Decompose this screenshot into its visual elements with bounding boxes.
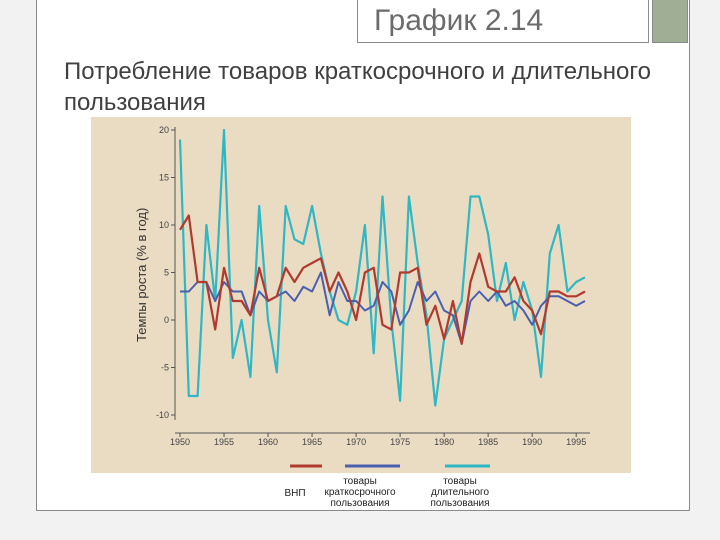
x-tick-label: 1990 <box>522 437 542 447</box>
x-tick-label: 1985 <box>478 437 498 447</box>
series-line-gnp <box>179 214 586 345</box>
y-tick-label: 0 <box>164 315 169 325</box>
x-tick-label: 1965 <box>302 437 322 447</box>
legend-label-gnp: ВНП <box>284 488 306 499</box>
chart-series <box>178 128 586 407</box>
x-tick-label: 1960 <box>258 437 278 447</box>
x-tick-label: 1950 <box>170 437 190 447</box>
slide-subtitle: Потребление товаров краткосрочного и дли… <box>64 58 651 116</box>
y-tick-label: 10 <box>159 220 169 230</box>
chart-axes: -10 -5 0 5 10 15 20 1950 1955 1960 1965 1970 1975 198… <box>156 125 590 447</box>
slide-title-box: График 2.14 <box>357 0 649 43</box>
x-tick-label: 1955 <box>214 437 234 447</box>
series-line-short-term <box>180 271 586 345</box>
y-tick-label: 20 <box>159 125 169 135</box>
y-tick-label: 15 <box>159 173 169 183</box>
legend-label-durable: товары длительного пользования <box>430 476 490 509</box>
series-line-durable <box>178 128 586 407</box>
y-axis-label: Темпы роста (% в год) <box>134 207 149 342</box>
slide-title: График 2.14 <box>374 4 544 37</box>
x-tick-label: 1980 <box>434 437 454 447</box>
slide-accent <box>652 0 688 43</box>
y-tick-label: -5 <box>161 363 169 373</box>
x-tick-label: 1970 <box>346 437 366 447</box>
x-tick-label: 1995 <box>566 437 586 447</box>
y-tick-label: -10 <box>156 410 169 420</box>
y-tick-label: 5 <box>164 268 169 278</box>
legend-label-short: товары краткосрочного пользования <box>324 476 396 509</box>
x-tick-label: 1975 <box>390 437 410 447</box>
